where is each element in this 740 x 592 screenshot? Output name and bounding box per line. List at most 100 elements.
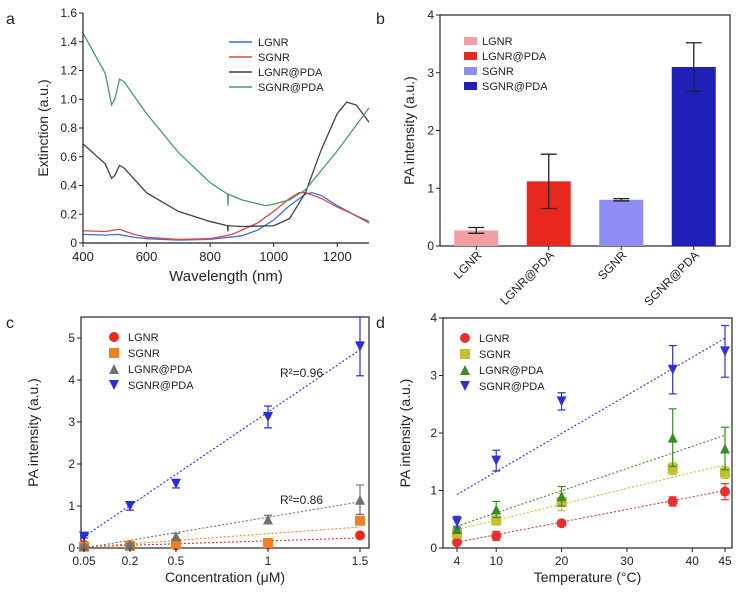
data-point-SGNR bbox=[171, 538, 181, 549]
panel-d-scatter: 0 1 2 3 4 PA intensity (a.u.) LGNR SGNR LGNR@PDA… bbox=[397, 311, 733, 585]
x-axis-label: Wavelength (nm) bbox=[169, 268, 283, 285]
legend-label: LGNR bbox=[258, 37, 289, 49]
x-tick-label: SGNR@PDA bbox=[641, 248, 701, 308]
y-tick-label: 2 bbox=[68, 457, 75, 471]
r-squared-annotation: R²=0.86 bbox=[280, 493, 323, 507]
legend-label: LGNR@PDA bbox=[479, 365, 544, 377]
series-line-SGNR@PDA bbox=[82, 32, 370, 207]
data-point-LGNR@PDA bbox=[125, 539, 135, 550]
panel-label-d: d bbox=[376, 315, 385, 332]
bar-SGNR bbox=[599, 199, 644, 246]
x-tick-label: 1000 bbox=[259, 249, 288, 264]
x-tick-label: 40 bbox=[686, 554, 700, 568]
fit-line-SGNR bbox=[456, 464, 726, 531]
y-tick-label: 1.0 bbox=[60, 92, 77, 106]
x-tick-label: 20 bbox=[555, 554, 569, 568]
data-point-SGNR@PDA bbox=[263, 411, 273, 422]
y-tick-label: 3 bbox=[427, 66, 434, 80]
legend-marker bbox=[460, 365, 470, 375]
y-tick-label: 1 bbox=[68, 499, 75, 513]
x-axis-label: Temperature (°C) bbox=[534, 569, 642, 585]
data-point-SGNR@PDA bbox=[79, 531, 89, 542]
bar-SGNR@PDA bbox=[671, 66, 716, 246]
fit-line-LGNR bbox=[456, 489, 726, 543]
panel-label-c: c bbox=[6, 315, 14, 332]
data-point-SGNR@PDA bbox=[667, 364, 678, 375]
data-point-SGNR@PDA bbox=[125, 501, 135, 511]
x-tick-label: 400 bbox=[72, 249, 94, 264]
y-tick-label: 4 bbox=[427, 8, 434, 22]
y-tick-label: 2 bbox=[430, 426, 437, 440]
legend-marker bbox=[460, 349, 470, 359]
data-point-SGNR bbox=[667, 463, 678, 474]
y-axis-label: Extinction (a.u.) bbox=[35, 79, 51, 176]
data-point-LGNR@PDA bbox=[556, 491, 567, 502]
y-axis-label: PA intensity (a.u.) bbox=[25, 378, 41, 487]
legend-label: LGNR@PDA bbox=[482, 51, 547, 63]
y-tick-label: 0 bbox=[430, 541, 437, 555]
legend-label: LGNR@PDA bbox=[258, 67, 323, 79]
data-point-LGNR@PDA bbox=[452, 524, 462, 535]
data-point-LGNR@PDA bbox=[491, 504, 502, 515]
y-axis-label: PA intensity (a.u.) bbox=[397, 379, 413, 488]
y-tick-label: 0.6 bbox=[60, 150, 77, 164]
data-point-LGNR bbox=[452, 537, 462, 548]
y-tick-label: 1 bbox=[427, 181, 434, 195]
y-tick-label: 0 bbox=[68, 541, 75, 555]
legend-label: SGNR bbox=[479, 349, 511, 361]
legend-label: SGNR@PDA bbox=[258, 82, 324, 94]
x-tick-label: 800 bbox=[199, 249, 221, 264]
y-tick-label: 5 bbox=[68, 331, 75, 345]
legend-label: SGNR@PDA bbox=[479, 381, 545, 393]
y-tick-label: 0.8 bbox=[60, 121, 77, 135]
data-point-LGNR@PDA bbox=[667, 432, 678, 443]
data-point-SGNR@PDA bbox=[491, 455, 502, 466]
data-point-LGNR@PDA bbox=[79, 540, 89, 551]
legend-marker bbox=[109, 364, 119, 374]
data-point-SGNR bbox=[720, 467, 730, 478]
legend-label: LGNR bbox=[482, 36, 513, 48]
fit-line-SGNR@PDA bbox=[83, 349, 361, 538]
y-tick-label: 3 bbox=[68, 415, 75, 429]
y-tick-label: 0.4 bbox=[60, 179, 77, 193]
data-point-LGNR bbox=[491, 530, 502, 541]
data-point-SGNR@PDA bbox=[355, 341, 365, 352]
legend-marker bbox=[109, 332, 119, 342]
x-tick-label: 0.05 bbox=[72, 554, 96, 568]
y-tick-label: 1.6 bbox=[60, 6, 77, 20]
y-tick-label: 3 bbox=[430, 369, 437, 383]
x-tick-label: LGNR@PDA bbox=[497, 248, 557, 308]
series-line-LGNR@PDA bbox=[82, 101, 370, 232]
x-tick-label: 0.5 bbox=[168, 554, 185, 568]
data-point-SGNR@PDA bbox=[171, 478, 181, 489]
y-tick-label: 4 bbox=[430, 311, 437, 325]
data-point-LGNR@PDA bbox=[263, 514, 273, 525]
x-axis-label: Concentration (μM) bbox=[165, 569, 285, 585]
data-point-SGNR bbox=[355, 515, 365, 526]
series-line-LGNR bbox=[82, 192, 370, 241]
data-point-LGNR bbox=[355, 530, 365, 541]
data-point-SGNR@PDA bbox=[720, 346, 730, 357]
y-tick-label: 2 bbox=[427, 124, 434, 138]
x-tick-label: 4 bbox=[454, 554, 461, 568]
x-tick-label: 1 bbox=[265, 554, 272, 568]
y-tick-label: 0.2 bbox=[60, 207, 77, 221]
data-point-SGNR@PDA bbox=[452, 517, 462, 528]
x-tick-label: 45 bbox=[718, 554, 732, 568]
y-tick-label: 0 bbox=[427, 239, 434, 253]
legend-marker bbox=[109, 380, 119, 390]
data-point-LGNR bbox=[667, 496, 678, 507]
data-point-LGNR@PDA bbox=[355, 494, 365, 505]
fit-line-LGNR@PDA bbox=[456, 434, 726, 527]
data-point-SGNR bbox=[263, 537, 273, 548]
data-point-SGNR bbox=[491, 515, 502, 526]
legend-label: LGNR bbox=[128, 332, 159, 344]
x-tick-label: 10 bbox=[490, 554, 504, 568]
legend-label: SGNR bbox=[258, 52, 290, 64]
y-tick-label: 0 bbox=[70, 236, 77, 250]
x-tick-label: 0.2 bbox=[122, 554, 139, 568]
legend-label: SGNR@PDA bbox=[482, 81, 548, 93]
legend-swatch bbox=[464, 52, 477, 60]
panel-label-b: b bbox=[376, 11, 385, 28]
